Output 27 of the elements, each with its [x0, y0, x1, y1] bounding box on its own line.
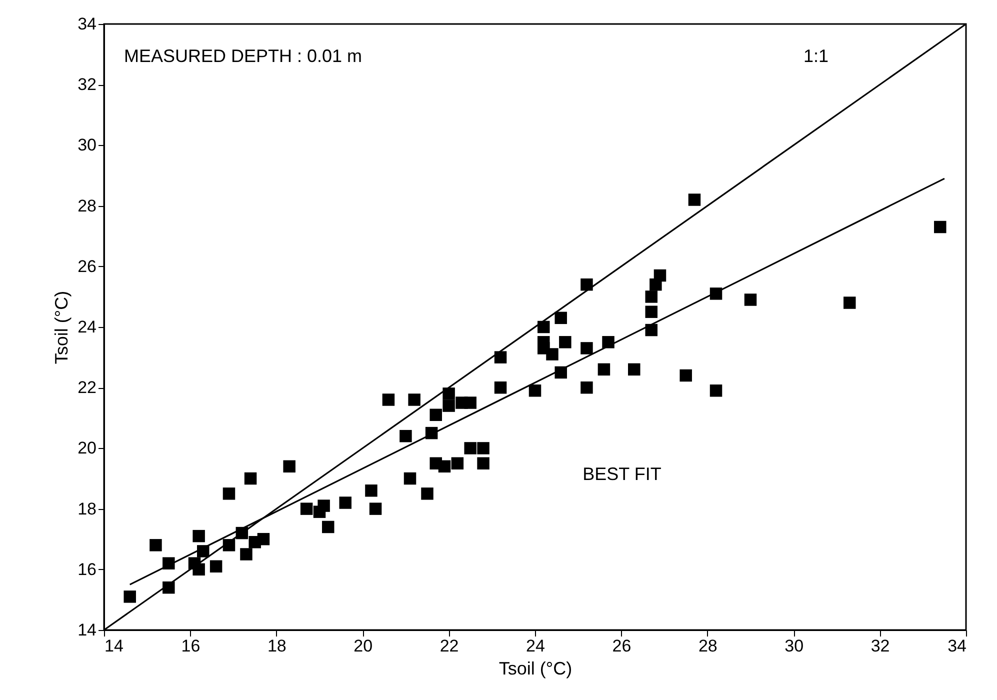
x-tick-label: 14 [104, 636, 124, 656]
y-tick-label: 14 [78, 620, 96, 640]
y-tick-label: 24 [78, 318, 96, 336]
annotation: BEST FIT [582, 464, 662, 484]
x-tick-label: 24 [526, 636, 545, 656]
x-tick-label: 32 [870, 636, 890, 656]
y-tick-label: 18 [78, 499, 96, 518]
y-tick-label: 26 [78, 256, 96, 276]
y-axis-title: Tsoil (°C) [52, 290, 72, 364]
x-tick-label: 34 [948, 636, 966, 656]
x-tick-label: 20 [354, 636, 373, 656]
annotation: 1:1 [803, 46, 829, 66]
x-tick-label: 26 [612, 636, 632, 656]
y-tick-label: 34 [78, 14, 96, 34]
x-axis-title: Tsoil (°C) [498, 658, 572, 678]
y-tick-label: 16 [78, 560, 96, 579]
x-tick-label: 30 [784, 636, 804, 656]
x-tick-label: 18 [267, 636, 286, 656]
annotation: MEASURED DEPTH : 0.01 m [124, 46, 362, 66]
x-tick-label: 22 [440, 636, 459, 656]
y-tick-label: 20 [78, 438, 96, 458]
y-tick-label: 30 [78, 136, 96, 155]
y-tick-label: 32 [78, 75, 96, 94]
x-tick-label: 28 [698, 636, 718, 656]
y-tick-label: 28 [78, 196, 96, 216]
x-tick-label: 16 [181, 636, 200, 656]
y-tick-label: 22 [78, 378, 96, 398]
